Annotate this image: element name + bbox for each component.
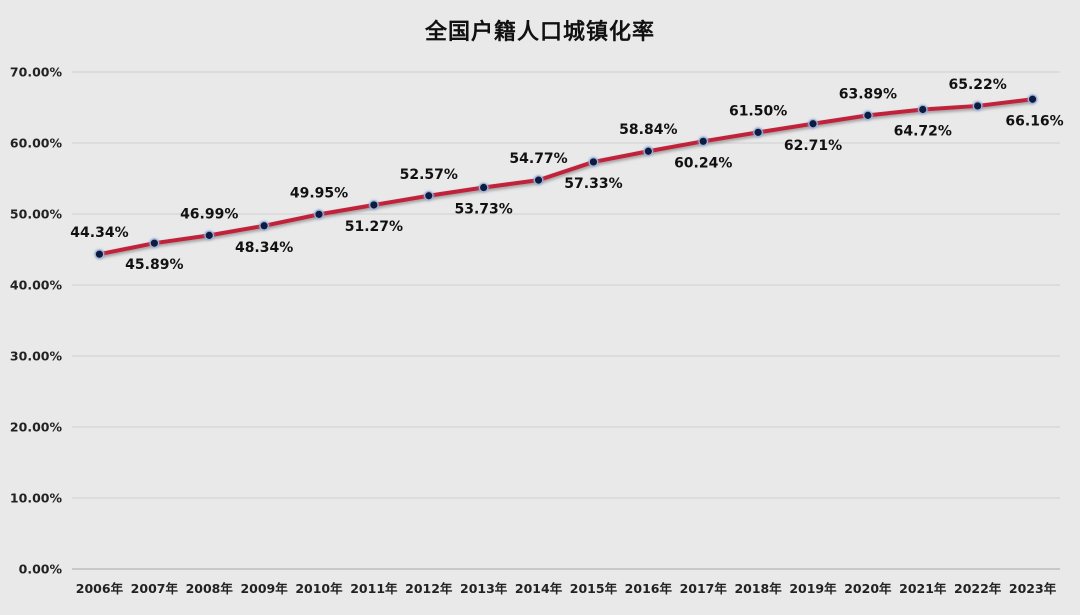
x-tick-label: 2008年 bbox=[186, 581, 234, 596]
data-point bbox=[259, 220, 269, 231]
x-tick-label: 2019年 bbox=[789, 581, 837, 596]
data-point bbox=[863, 110, 873, 121]
y-tick-label: 0.00% bbox=[19, 562, 63, 577]
x-tick-label: 2007年 bbox=[131, 581, 179, 596]
x-tick-label: 2014年 bbox=[515, 581, 563, 596]
y-tick-label: 60.00% bbox=[10, 136, 63, 151]
y-tick-label: 70.00% bbox=[10, 65, 63, 80]
data-point bbox=[478, 182, 489, 193]
x-tick-label: 2021年 bbox=[899, 581, 947, 596]
x-tick-label: 2017年 bbox=[680, 581, 728, 596]
x-tick-label: 2012年 bbox=[405, 581, 453, 596]
x-tick-label: 2010年 bbox=[295, 581, 343, 596]
x-tick-label: 2013年 bbox=[460, 581, 508, 596]
data-label: 44.34% bbox=[70, 225, 128, 241]
x-tick-label: 2016年 bbox=[625, 581, 673, 596]
data-point bbox=[533, 175, 544, 185]
y-tick-label: 20.00% bbox=[10, 420, 63, 435]
x-tick-label: 2011年 bbox=[350, 581, 398, 596]
data-point bbox=[369, 200, 379, 210]
data-label: 66.16% bbox=[1005, 113, 1063, 129]
data-point bbox=[314, 209, 324, 220]
series-line bbox=[97, 97, 1035, 257]
x-axis: 2006年 2007年 2008年 2009年 2010年 2011年 2012年 2013年… bbox=[76, 581, 1057, 596]
y-tick-label: 50.00% bbox=[10, 207, 63, 222]
data-point bbox=[753, 127, 763, 138]
data-point bbox=[423, 190, 434, 201]
y-axis: 0.00% 10.00% 20.00% 30.00% 40.00% 50.00% 60.00… bbox=[10, 65, 63, 577]
x-tick-label: 2015年 bbox=[570, 581, 618, 596]
x-tick-label: 2009年 bbox=[240, 581, 288, 596]
data-point bbox=[149, 238, 160, 248]
data-label: 51.27% bbox=[345, 219, 403, 235]
data-label: 53.73% bbox=[455, 202, 513, 218]
data-point bbox=[698, 136, 709, 147]
data-label: 49.95% bbox=[290, 185, 348, 201]
data-point bbox=[204, 230, 215, 241]
y-tick-label: 30.00% bbox=[10, 349, 63, 364]
data-label: 52.57% bbox=[400, 167, 458, 183]
x-tick-label: 2018年 bbox=[734, 581, 782, 596]
data-label: 61.50% bbox=[729, 103, 787, 119]
data-label: 65.22% bbox=[949, 77, 1007, 93]
x-tick-label: 2022年 bbox=[954, 581, 1002, 596]
data-label: 46.99% bbox=[180, 206, 238, 222]
data-point bbox=[1027, 94, 1038, 105]
data-label: 45.89% bbox=[125, 257, 183, 273]
data-label: 60.24% bbox=[674, 155, 732, 171]
y-tick-label: 40.00% bbox=[10, 278, 63, 293]
data-labels: 44.34% 45.89% 46.99% 48.34% 49.95% 51.27% 52.5… bbox=[70, 77, 1063, 273]
data-point bbox=[643, 146, 654, 157]
data-point bbox=[94, 249, 105, 259]
y-tick-label: 10.00% bbox=[10, 491, 63, 506]
data-label: 57.33% bbox=[564, 176, 622, 192]
x-tick-label: 2006年 bbox=[76, 581, 124, 596]
x-tick-label: 2023年 bbox=[1009, 581, 1057, 596]
data-label: 48.34% bbox=[235, 240, 293, 256]
chart-title: 全国户籍人口城镇化率 bbox=[424, 20, 655, 45]
data-point bbox=[808, 118, 818, 129]
data-point bbox=[917, 104, 928, 115]
data-label: 62.71% bbox=[784, 138, 842, 154]
data-label: 58.84% bbox=[619, 122, 677, 138]
data-point bbox=[972, 101, 983, 111]
data-label: 54.77% bbox=[509, 151, 567, 167]
data-label: 64.72% bbox=[894, 123, 952, 139]
data-label: 63.89% bbox=[839, 86, 897, 102]
data-point bbox=[588, 157, 599, 167]
grid-lines bbox=[72, 71, 1060, 570]
x-tick-label: 2020年 bbox=[844, 581, 892, 596]
series-urbanization-rate bbox=[94, 94, 1038, 259]
